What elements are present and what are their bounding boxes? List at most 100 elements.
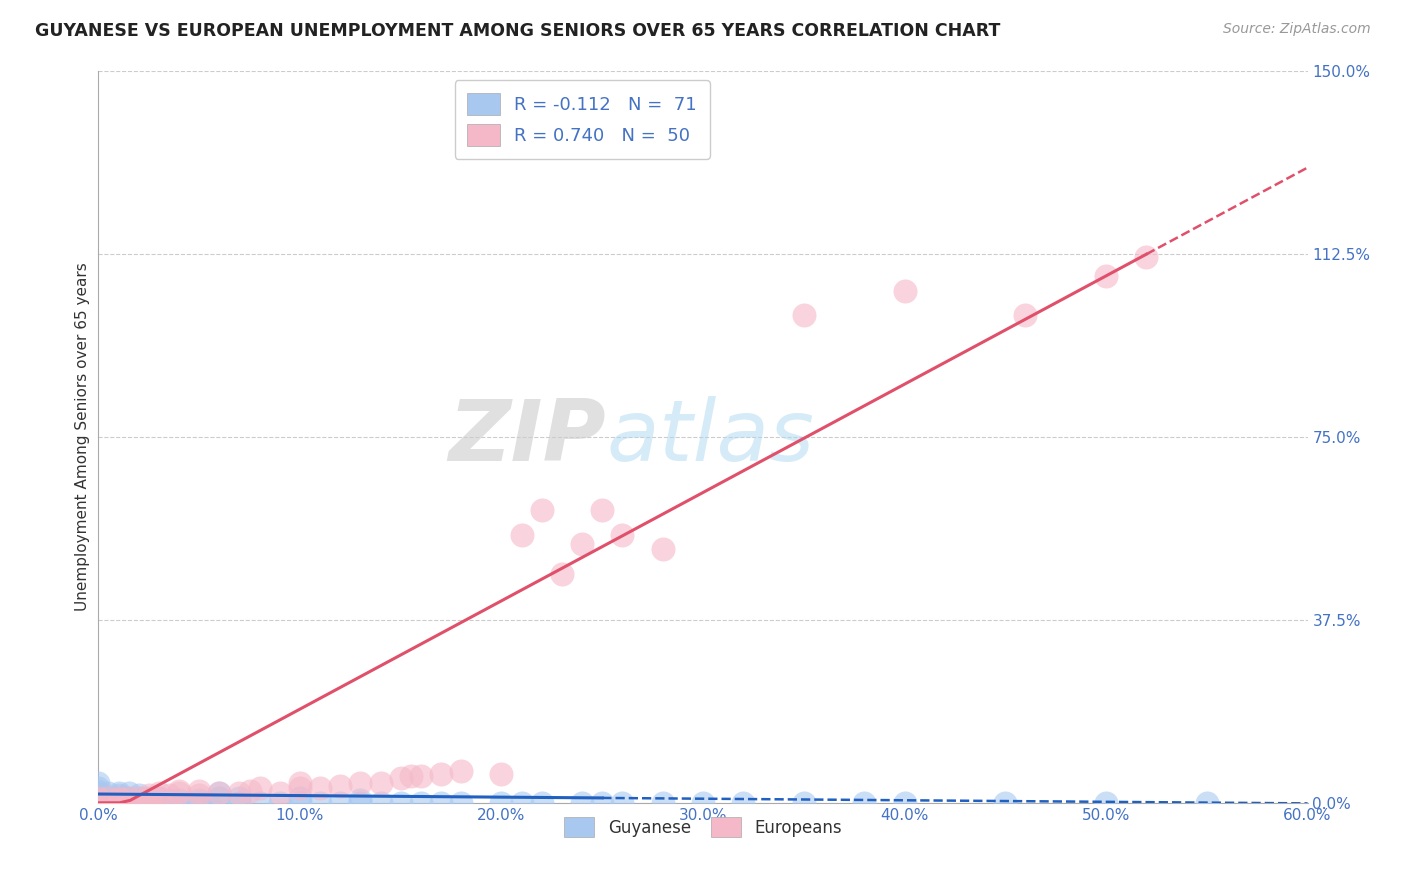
Point [510, 527, 533, 541]
Point [148, 791, 170, 805]
Text: atlas: atlas [606, 395, 814, 479]
Point [249, 796, 271, 810]
Point [491, 796, 513, 810]
Point [1095, 796, 1118, 810]
Point [288, 791, 311, 805]
Point [370, 776, 392, 790]
Point [349, 793, 371, 807]
Point [208, 786, 231, 800]
Point [128, 793, 150, 807]
Point [692, 796, 714, 810]
Point [591, 796, 613, 810]
Legend: Guyanese, Europeans: Guyanese, Europeans [555, 809, 851, 846]
Point [530, 796, 553, 810]
Point [208, 786, 231, 800]
Point [1135, 250, 1157, 264]
Point [228, 791, 250, 805]
Point [1195, 796, 1218, 810]
Point [591, 503, 613, 517]
Point [167, 793, 190, 807]
Point [309, 781, 332, 796]
Point [893, 284, 915, 298]
Point [157, 793, 180, 807]
Point [118, 796, 141, 810]
Point [97, 791, 120, 805]
Point [148, 786, 170, 800]
Point [118, 793, 141, 807]
Point [148, 796, 170, 810]
Point [107, 791, 129, 805]
Point [118, 791, 141, 805]
Point [107, 786, 129, 800]
Point [188, 783, 211, 797]
Point [329, 779, 352, 793]
Point [612, 527, 634, 541]
Point [793, 308, 815, 322]
Point [167, 783, 190, 797]
Text: Source: ZipAtlas.com: Source: ZipAtlas.com [1223, 22, 1371, 37]
Point [97, 796, 120, 810]
Point [97, 796, 120, 810]
Point [228, 796, 250, 810]
Point [349, 776, 371, 790]
Point [87, 783, 110, 797]
Point [239, 783, 262, 797]
Point [87, 796, 110, 810]
Point [97, 791, 120, 805]
Point [349, 796, 371, 810]
Point [97, 786, 120, 800]
Point [269, 796, 291, 810]
Point [198, 796, 221, 810]
Y-axis label: Unemployment Among Seniors over 65 years: Unemployment Among Seniors over 65 years [75, 263, 90, 611]
Point [107, 793, 129, 807]
Point [87, 789, 110, 803]
Point [87, 791, 110, 805]
Point [450, 764, 472, 778]
Point [651, 542, 673, 557]
Point [571, 796, 593, 810]
Point [157, 796, 180, 810]
Point [188, 789, 211, 803]
Point [87, 776, 110, 790]
Point [228, 786, 250, 800]
Point [167, 786, 190, 800]
Point [157, 789, 180, 803]
Point [167, 796, 190, 810]
Point [430, 796, 453, 810]
Point [1095, 269, 1118, 284]
Point [288, 776, 311, 790]
Point [128, 791, 150, 805]
Point [249, 781, 271, 796]
Point [409, 769, 432, 783]
Point [1014, 308, 1036, 322]
Point [87, 793, 110, 807]
Point [188, 796, 211, 810]
Point [87, 791, 110, 805]
Point [208, 791, 231, 805]
Point [430, 766, 453, 780]
Point [87, 793, 110, 807]
Point [409, 796, 432, 810]
Point [893, 796, 915, 810]
Point [370, 796, 392, 810]
Point [853, 796, 876, 810]
Point [87, 791, 110, 805]
Point [389, 796, 412, 810]
Point [118, 791, 141, 805]
Point [107, 793, 129, 807]
Point [450, 796, 472, 810]
Point [107, 791, 129, 805]
Point [551, 566, 574, 581]
Point [329, 796, 352, 810]
Point [138, 793, 160, 807]
Point [288, 796, 311, 810]
Point [138, 789, 160, 803]
Point [107, 789, 129, 803]
Point [399, 769, 422, 783]
Point [651, 796, 673, 810]
Point [87, 796, 110, 810]
Point [128, 796, 150, 810]
Point [269, 786, 291, 800]
Point [138, 791, 160, 805]
Point [510, 796, 533, 810]
